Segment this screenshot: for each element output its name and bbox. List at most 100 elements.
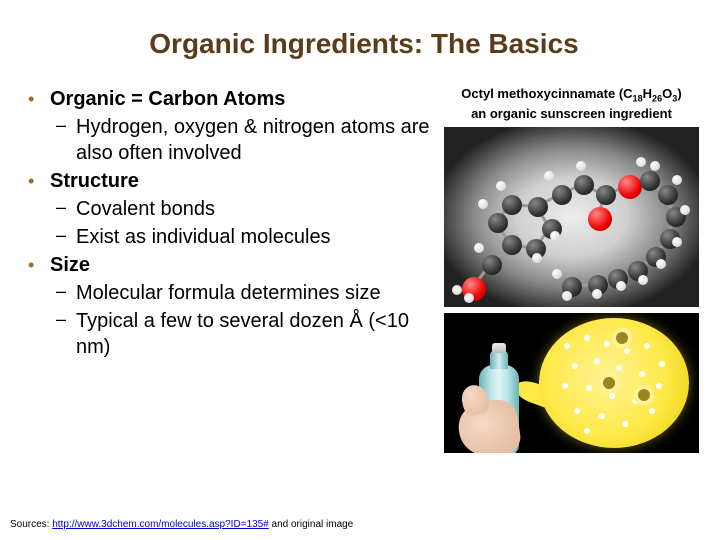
atom-h bbox=[680, 205, 690, 215]
atom-c bbox=[552, 185, 572, 205]
atom-o bbox=[588, 207, 612, 231]
sub-list: –Molecular formula determines size–Typic… bbox=[56, 280, 433, 360]
atom-c bbox=[658, 185, 678, 205]
atom-o bbox=[618, 175, 642, 199]
molecule-image bbox=[444, 127, 699, 307]
ring-particle-icon bbox=[599, 373, 619, 393]
bullet-text: Organic = Carbon Atoms bbox=[50, 86, 285, 112]
particle-icon bbox=[639, 371, 645, 377]
compound-formula: (C18H26O3) bbox=[619, 86, 682, 101]
atom-h bbox=[656, 259, 666, 269]
atom-c bbox=[596, 185, 616, 205]
atom-h bbox=[464, 293, 474, 303]
atom-h bbox=[496, 181, 506, 191]
atom-c bbox=[502, 195, 522, 215]
atom-c bbox=[640, 171, 660, 191]
atom-h bbox=[616, 281, 626, 291]
dash-marker-icon: – bbox=[56, 308, 76, 360]
compound-name: Octyl methoxycinnamate bbox=[461, 86, 615, 101]
atom-h bbox=[638, 275, 648, 285]
particle-icon bbox=[564, 343, 570, 349]
bullet-item: •Size bbox=[28, 252, 433, 278]
sources-footer: Sources: http://www.3dchem.com/molecules… bbox=[10, 519, 353, 530]
left-column: •Organic = Carbon Atoms–Hydrogen, oxygen… bbox=[28, 86, 433, 453]
particle-icon bbox=[659, 361, 665, 367]
atom-c bbox=[488, 213, 508, 233]
bullet-list: •Organic = Carbon Atoms–Hydrogen, oxygen… bbox=[28, 86, 433, 360]
particle-icon bbox=[656, 383, 662, 389]
particle-icon bbox=[644, 343, 650, 349]
particle-icon bbox=[649, 408, 655, 414]
content-row: •Organic = Carbon Atoms–Hydrogen, oxygen… bbox=[28, 86, 700, 453]
sub-item: –Covalent bonds bbox=[56, 196, 433, 222]
slide-title: Organic Ingredients: The Basics bbox=[28, 28, 700, 60]
particle-icon bbox=[604, 341, 610, 347]
sub-text: Covalent bonds bbox=[76, 196, 215, 222]
dash-marker-icon: – bbox=[56, 280, 76, 306]
atom-h bbox=[550, 231, 560, 241]
sources-link[interactable]: http://www.3dchem.com/molecules.asp?ID=1… bbox=[52, 519, 269, 530]
bullet-item: •Organic = Carbon Atoms bbox=[28, 86, 433, 112]
bullet-marker-icon: • bbox=[28, 252, 50, 278]
dash-marker-icon: – bbox=[56, 114, 76, 166]
bullet-marker-icon: • bbox=[28, 168, 50, 194]
right-column: Octyl methoxycinnamate (C18H26O3) an org… bbox=[443, 86, 700, 453]
bottle-cap bbox=[492, 343, 506, 353]
sub-list: –Hydrogen, oxygen & nitrogen atoms are a… bbox=[56, 114, 433, 166]
particle-icon bbox=[624, 348, 630, 354]
sub-list: –Covalent bonds–Exist as individual mole… bbox=[56, 196, 433, 250]
bullet-item: •Structure bbox=[28, 168, 433, 194]
dash-marker-icon: – bbox=[56, 196, 76, 222]
bullet-text: Structure bbox=[50, 168, 139, 194]
sunscreen-image bbox=[444, 313, 699, 453]
sub-item: –Hydrogen, oxygen & nitrogen atoms are a… bbox=[56, 114, 433, 166]
spray-cloud bbox=[539, 318, 689, 448]
particle-icon bbox=[609, 393, 615, 399]
sub-item: –Typical a few to several dozen Å (<10 n… bbox=[56, 308, 433, 360]
particle-icon bbox=[562, 383, 568, 389]
particle-icon bbox=[616, 365, 622, 371]
atom-h bbox=[636, 157, 646, 167]
ring-particle-icon bbox=[634, 385, 654, 405]
sub-text: Typical a few to several dozen Å (<10 nm… bbox=[76, 308, 433, 360]
compound-subtitle: an organic sunscreen ingredient bbox=[443, 106, 700, 121]
particle-icon bbox=[572, 363, 578, 369]
atom-h bbox=[544, 171, 554, 181]
particle-icon bbox=[584, 428, 590, 434]
atom-h bbox=[452, 285, 462, 295]
slide-container: Organic Ingredients: The Basics •Organic… bbox=[0, 0, 720, 540]
sub-text: Exist as individual molecules bbox=[76, 224, 331, 250]
particle-icon bbox=[594, 358, 600, 364]
particle-icon bbox=[586, 385, 592, 391]
atom-h bbox=[650, 161, 660, 171]
atom-h bbox=[592, 289, 602, 299]
sources-prefix: Sources: bbox=[10, 519, 52, 530]
bullet-marker-icon: • bbox=[28, 86, 50, 112]
dash-marker-icon: – bbox=[56, 224, 76, 250]
atom-c bbox=[574, 175, 594, 195]
bottle-neck bbox=[490, 351, 508, 369]
atom-h bbox=[562, 291, 572, 301]
sub-text: Molecular formula determines size bbox=[76, 280, 381, 306]
atom-h bbox=[672, 175, 682, 185]
atom-c bbox=[502, 235, 522, 255]
atom-h bbox=[532, 253, 542, 263]
bullet-text: Size bbox=[50, 252, 90, 278]
compound-caption: Octyl methoxycinnamate (C18H26O3) bbox=[443, 86, 700, 104]
atom-h bbox=[672, 237, 682, 247]
particle-icon bbox=[599, 413, 605, 419]
particle-icon bbox=[584, 335, 590, 341]
atom-h bbox=[576, 161, 586, 171]
sub-text: Hydrogen, oxygen & nitrogen atoms are al… bbox=[76, 114, 433, 166]
atom-h bbox=[478, 199, 488, 209]
atom-h bbox=[552, 269, 562, 279]
atom-c bbox=[528, 197, 548, 217]
particle-icon bbox=[574, 408, 580, 414]
sub-item: –Exist as individual molecules bbox=[56, 224, 433, 250]
sub-item: –Molecular formula determines size bbox=[56, 280, 433, 306]
atom-h bbox=[474, 243, 484, 253]
particle-icon bbox=[622, 421, 628, 427]
ring-particle-icon bbox=[612, 328, 632, 348]
atom-c bbox=[482, 255, 502, 275]
sources-suffix: and original image bbox=[269, 519, 354, 530]
